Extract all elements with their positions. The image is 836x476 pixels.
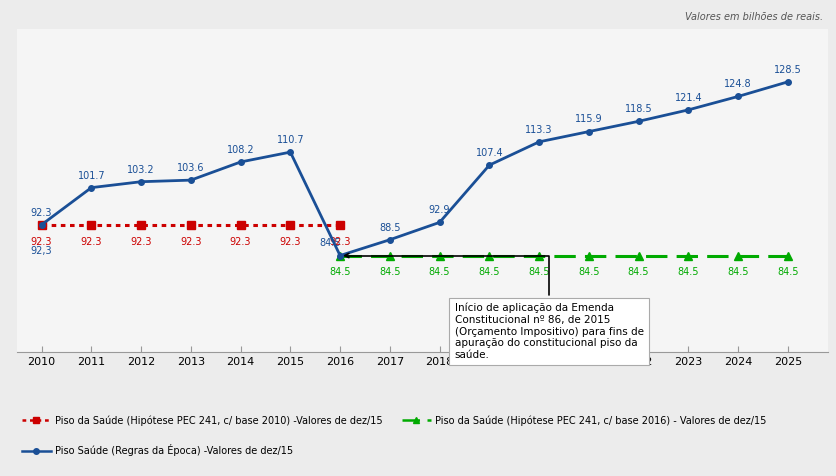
Text: 84.5: 84.5 — [329, 268, 351, 278]
Text: Início de aplicação da Emenda
Constitucional nº 86, de 2015
(Orçamento Impositiv: Início de aplicação da Emenda Constituci… — [344, 253, 644, 360]
Text: 84.5: 84.5 — [628, 268, 650, 278]
Text: 84.5: 84.5 — [429, 268, 451, 278]
Text: 92.3: 92.3 — [329, 237, 351, 247]
Text: 108.2: 108.2 — [227, 145, 254, 155]
Text: 92,3: 92,3 — [31, 247, 53, 257]
Text: 84.5: 84.5 — [528, 268, 550, 278]
Text: 88.5: 88.5 — [379, 223, 400, 233]
Text: 92.3: 92.3 — [180, 237, 201, 247]
Text: 92.3: 92.3 — [31, 237, 53, 247]
Text: 115.9: 115.9 — [575, 115, 603, 125]
Text: 92.3: 92.3 — [31, 208, 53, 218]
Text: 103.6: 103.6 — [177, 163, 205, 173]
Text: 84.5: 84.5 — [777, 268, 798, 278]
Text: 121.4: 121.4 — [675, 93, 702, 103]
Text: 92.3: 92.3 — [80, 237, 102, 247]
Text: 92.3: 92.3 — [230, 237, 252, 247]
Text: 84.5: 84.5 — [319, 238, 341, 248]
Text: Valores em bilhões de reais.: Valores em bilhões de reais. — [686, 12, 823, 22]
Text: 107.4: 107.4 — [476, 148, 503, 158]
Text: 113.3: 113.3 — [525, 125, 553, 135]
Text: 84.5: 84.5 — [578, 268, 599, 278]
Text: 124.8: 124.8 — [724, 79, 752, 89]
Legend: Piso Saúde (Regras da Época) -Valores de dez/15: Piso Saúde (Regras da Época) -Valores de… — [22, 445, 293, 456]
Text: 84.5: 84.5 — [678, 268, 699, 278]
Text: 92.9: 92.9 — [429, 205, 451, 215]
Text: 103.2: 103.2 — [127, 165, 155, 175]
Text: 128.5: 128.5 — [774, 65, 802, 75]
Text: 110.7: 110.7 — [277, 135, 304, 145]
Text: 92.3: 92.3 — [130, 237, 152, 247]
Text: 84.5: 84.5 — [478, 268, 500, 278]
Text: 118.5: 118.5 — [624, 104, 652, 114]
Text: 84.5: 84.5 — [379, 268, 400, 278]
Text: 84.5: 84.5 — [727, 268, 749, 278]
Text: 92.3: 92.3 — [279, 237, 301, 247]
Text: 101.7: 101.7 — [78, 170, 105, 180]
